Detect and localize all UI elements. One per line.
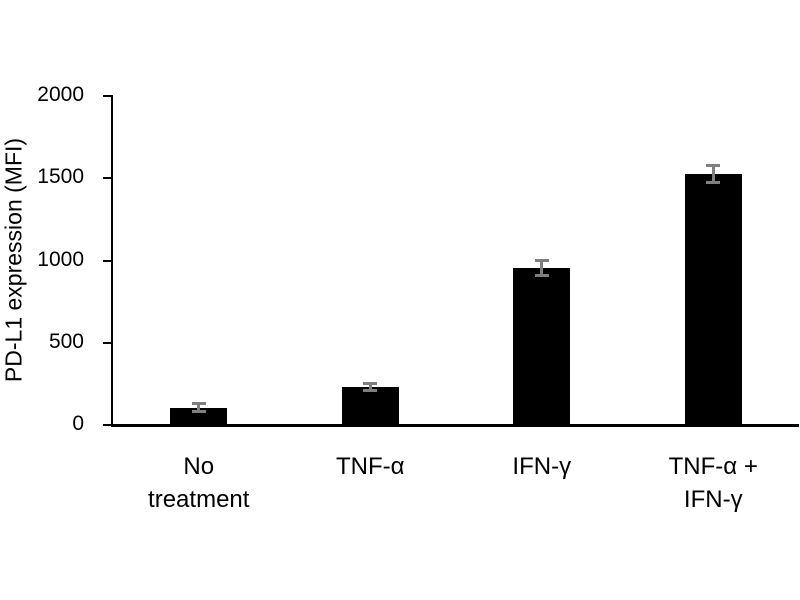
y-axis-tick-label: 2000 bbox=[37, 83, 84, 106]
y-axis-tick bbox=[103, 95, 111, 97]
y-axis-tick-label: 0 bbox=[72, 412, 84, 435]
bar-4 bbox=[684, 173, 742, 424]
y-axis-tick-label: 1500 bbox=[37, 165, 84, 189]
y-axis-tick bbox=[103, 177, 111, 180]
y-axis-tick-label: 1000 bbox=[37, 247, 84, 271]
y-axis-tick bbox=[103, 424, 111, 426]
error-bar-cap-bottom bbox=[363, 388, 378, 392]
error-bar-cap-bottom bbox=[534, 273, 549, 277]
x-axis-category-label: TNF-α + IFN-γ bbox=[668, 453, 758, 513]
x-axis-category-label: No treatment bbox=[148, 453, 250, 513]
x-axis-category-label: TNF-α bbox=[335, 453, 405, 480]
x-axis-category-label: IFN-γ bbox=[512, 453, 572, 480]
error-bar-line bbox=[711, 164, 715, 184]
bar-2 bbox=[341, 387, 399, 424]
y-axis-tick bbox=[103, 259, 111, 262]
y-axis-tick-label: 500 bbox=[48, 329, 84, 353]
y-axis-tick bbox=[103, 341, 111, 344]
error-bar-2 bbox=[363, 382, 378, 392]
error-bar-1 bbox=[191, 401, 206, 414]
error-bar-line bbox=[197, 401, 201, 414]
error-bar-cap-bottom bbox=[706, 180, 721, 184]
bar-1 bbox=[170, 407, 228, 424]
error-bar-line bbox=[540, 258, 544, 277]
error-bar-3 bbox=[534, 258, 549, 277]
plot-area: 0 500 1000 1500 2000 No treatment TNF-α IFN-γ TN… bbox=[37, 83, 799, 513]
error-bar-4 bbox=[706, 164, 721, 184]
error-bar-cap-bottom bbox=[191, 410, 206, 414]
error-bar-line bbox=[368, 382, 372, 392]
bar-3 bbox=[513, 267, 571, 424]
